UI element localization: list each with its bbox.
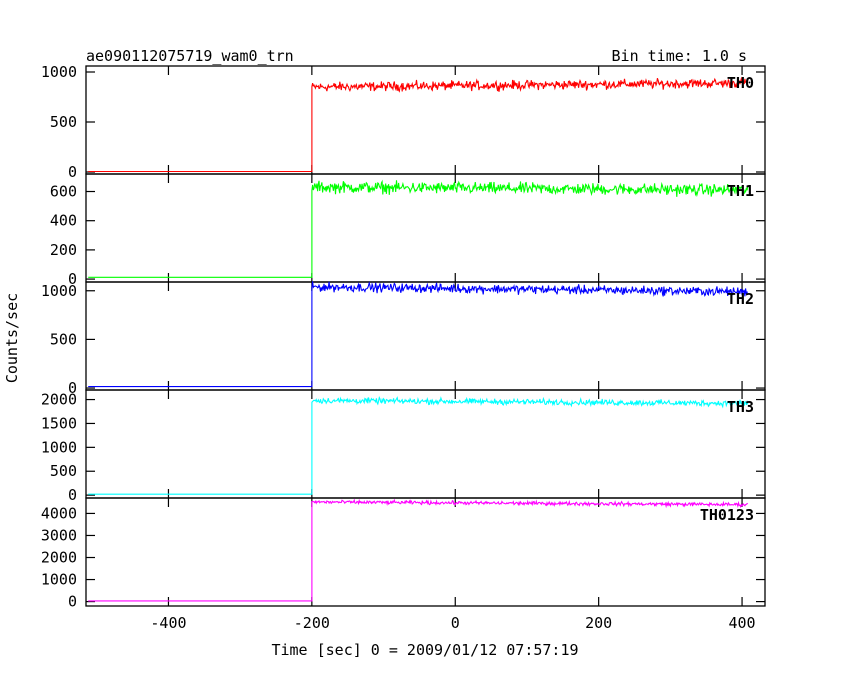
series-name-label: TH0123 xyxy=(700,506,754,524)
y-tick-label: 2000 xyxy=(41,391,77,409)
y-axis-label: Counts/sec xyxy=(3,293,21,383)
chart-title: ae090112075719_wam0_trn xyxy=(86,47,294,65)
series-line-th2 xyxy=(88,280,748,388)
y-tick-label: 3000 xyxy=(41,526,77,544)
x-tick-label: 0 xyxy=(451,614,460,632)
series-line-th0123 xyxy=(88,498,749,602)
panel-th0123: 0 1000 2000 3000 4000 TH0123 -400 -200 0 200 400 xyxy=(41,497,766,632)
series-line-th1 xyxy=(88,179,749,278)
series-name-label: TH2 xyxy=(727,290,754,308)
series-name-label: TH0 xyxy=(727,74,754,92)
series-name-label: TH1 xyxy=(727,182,754,200)
y-tick-label: 500 xyxy=(50,462,77,480)
y-tick-label: 2000 xyxy=(41,549,77,567)
y-tick-label: 1000 xyxy=(41,282,77,300)
panel-frame xyxy=(85,173,766,283)
y-tick-label: 0 xyxy=(68,163,77,181)
panel-frame xyxy=(85,389,766,499)
y-tick-label: 500 xyxy=(50,330,77,348)
series-line-th3 xyxy=(88,395,749,495)
panel-th1: 0 200 400 600 TH1 xyxy=(50,173,766,288)
y-tick-label: 400 xyxy=(50,212,77,230)
x-tick-label: 400 xyxy=(729,614,756,632)
series-name-label: TH3 xyxy=(727,398,754,416)
panel-frame xyxy=(85,497,766,607)
bin-time-label: Bin time: 1.0 s xyxy=(612,47,747,65)
x-axis-label: Time [sec] 0 = 2009/01/12 07:57:19 xyxy=(271,641,578,659)
y-tick-label: 200 xyxy=(50,241,77,259)
y-tick-label: 1000 xyxy=(41,571,77,589)
x-tick-label: -400 xyxy=(150,614,186,632)
panel-frame xyxy=(85,65,766,175)
panel-th0: 0 500 1000 TH0 xyxy=(41,63,766,181)
x-tick-label: -200 xyxy=(294,614,330,632)
panels-group: 0 500 1000 TH0 0 200 400 600 TH1 0 500 1000 TH2 0 500 1… xyxy=(41,63,766,632)
y-tick-label: 4000 xyxy=(41,504,77,522)
y-tick-label: 0 xyxy=(68,270,77,288)
series-line-th0 xyxy=(88,76,749,173)
y-tick-label: 1000 xyxy=(41,63,77,81)
panel-th3: 0 500 1000 1500 2000 TH3 xyxy=(41,389,766,504)
y-tick-label: 0 xyxy=(68,593,77,611)
y-tick-label: 600 xyxy=(50,183,77,201)
panel-th2: 0 500 1000 TH2 xyxy=(41,280,766,397)
panel-frame xyxy=(85,281,766,391)
y-tick-label: 0 xyxy=(68,486,77,504)
x-tick-label: 200 xyxy=(585,614,612,632)
y-tick-label: 500 xyxy=(50,113,77,131)
y-tick-label: 1000 xyxy=(41,438,77,456)
y-tick-label: 1500 xyxy=(41,414,77,432)
y-tick-label: 0 xyxy=(68,379,77,397)
